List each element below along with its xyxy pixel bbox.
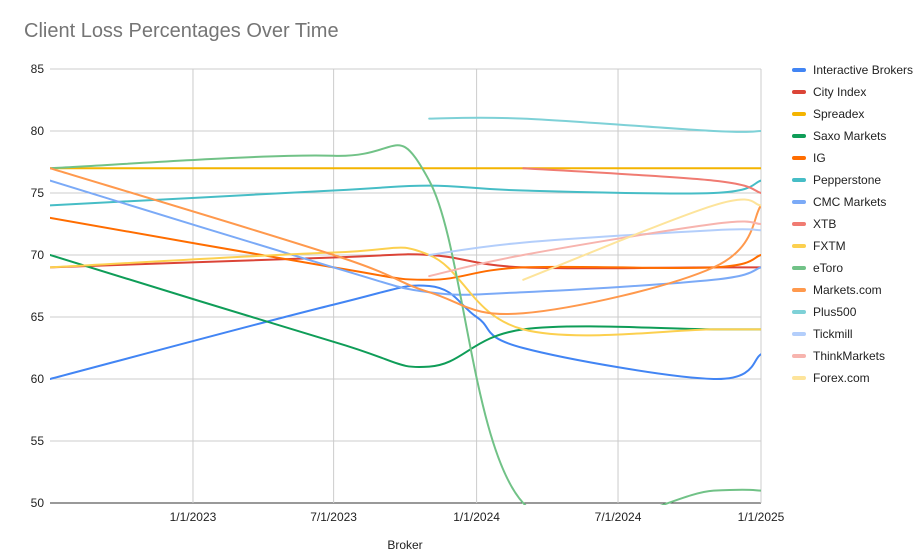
series-line-cmc-markets: [50, 179, 761, 296]
y-tick-label: 85: [31, 62, 45, 76]
legend-label: ThinkMarkets: [813, 349, 886, 363]
legend-label: Pepperstone: [813, 173, 882, 187]
series-line-markets-com: [50, 167, 761, 316]
y-tick-label: 55: [31, 434, 45, 448]
legend-item-etoro[interactable]: eToro: [792, 257, 913, 279]
legend-label: IG: [813, 151, 826, 165]
legend-item-spreadex[interactable]: Spreadex: [792, 103, 913, 125]
y-tick-label: 65: [31, 310, 45, 324]
legend-swatch: [792, 288, 806, 292]
series-line-ig: [50, 216, 761, 281]
legend-swatch: [792, 332, 806, 336]
legend-label: XTB: [813, 217, 837, 231]
y-tick-label: 70: [31, 248, 45, 262]
legend-item-plus500[interactable]: Plus500: [792, 301, 913, 323]
legend-item-thinkmarkets[interactable]: ThinkMarkets: [792, 345, 913, 367]
legend-swatch: [792, 354, 806, 358]
legend-swatch: [792, 68, 806, 72]
y-axis-ticks: 50 55 60 65 70 75 80 85: [31, 62, 45, 510]
chart-title: Client Loss Percentages Over Time: [24, 20, 339, 42]
series-line-plus500: [428, 116, 761, 133]
y-tick-label: 60: [31, 372, 45, 386]
legend: Interactive Brokers City Index Spreadex Sax…: [792, 59, 913, 389]
legend-label: Markets.com: [813, 283, 882, 297]
legend-item-forex-com[interactable]: Forex.com: [792, 367, 913, 389]
legend-item-tickmill[interactable]: Tickmill: [792, 323, 913, 345]
x-tick-label: 1/1/2023: [170, 510, 217, 524]
legend-label: Interactive Brokers: [813, 63, 914, 77]
series-line-etoro: [50, 144, 761, 505]
series-line-interactive-brokers: [50, 284, 761, 381]
series-line-fxtm: [50, 246, 761, 337]
legend-item-ig[interactable]: IG: [792, 147, 913, 169]
series-lines: [50, 116, 761, 505]
series-line-forex-com: [522, 198, 761, 281]
legend-swatch: [792, 112, 806, 116]
legend-swatch: [792, 156, 806, 160]
legend-item-markets-com[interactable]: Markets.com: [792, 279, 913, 301]
series-line-tickmill: [428, 228, 761, 256]
legend-label: FXTM: [813, 239, 846, 253]
legend-label: City Index: [813, 85, 867, 99]
legend-label: CMC Markets: [813, 195, 887, 209]
y-tick-label: 80: [31, 124, 45, 138]
legend-swatch: [792, 90, 806, 94]
legend-swatch: [792, 310, 806, 314]
legend-label: eToro: [813, 261, 844, 275]
legend-swatch: [792, 266, 806, 270]
series-line-xtb: [522, 167, 761, 194]
legend-swatch: [792, 376, 806, 380]
series-line-pepperstone: [50, 179, 761, 207]
legend-item-pepperstone[interactable]: Pepperstone: [792, 169, 913, 191]
legend-item-city-index[interactable]: City Index: [792, 81, 913, 103]
legend-swatch: [792, 178, 806, 182]
legend-swatch: [792, 244, 806, 248]
gridlines: [50, 68, 762, 504]
legend-item-interactive-brokers[interactable]: Interactive Brokers: [792, 59, 913, 81]
x-tick-label: 7/1/2023: [310, 510, 357, 524]
x-tick-label: 7/1/2024: [595, 510, 642, 524]
y-tick-label: 50: [31, 496, 45, 510]
x-tick-label: 1/1/2024: [453, 510, 500, 524]
legend-label: Spreadex: [813, 107, 865, 121]
x-tick-label: 1/1/2025: [738, 510, 785, 524]
series-line-thinkmarkets: [428, 220, 761, 278]
legend-item-cmc-markets[interactable]: CMC Markets: [792, 191, 913, 213]
legend-label: Plus500: [813, 305, 857, 319]
legend-swatch: [792, 200, 806, 204]
legend-swatch: [792, 222, 806, 226]
legend-label: Tickmill: [813, 327, 853, 341]
legend-label: Forex.com: [813, 371, 870, 385]
x-axis-title: Broker: [387, 538, 422, 552]
legend-item-saxo-markets[interactable]: Saxo Markets: [792, 125, 913, 147]
legend-item-xtb[interactable]: XTB: [792, 213, 913, 235]
x-axis-ticks: 1/1/2023 7/1/2023 1/1/2024 7/1/2024 1/1/2025: [170, 510, 785, 524]
legend-swatch: [792, 134, 806, 138]
y-tick-label: 75: [31, 186, 45, 200]
legend-label: Saxo Markets: [813, 129, 887, 143]
legend-item-fxtm[interactable]: FXTM: [792, 235, 913, 257]
